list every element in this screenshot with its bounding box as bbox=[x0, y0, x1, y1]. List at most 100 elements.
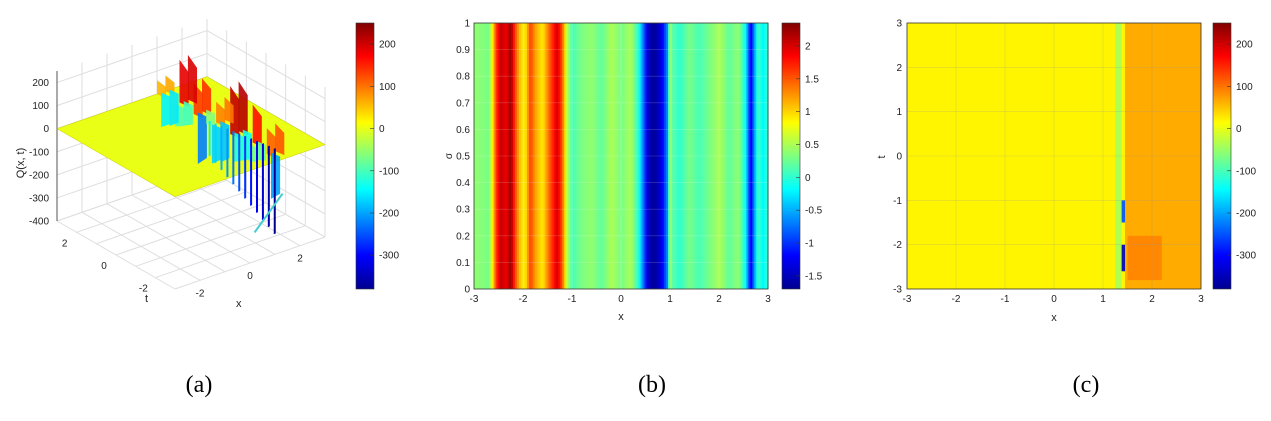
panel-c-x-axis-label: x bbox=[1051, 312, 1057, 324]
panel-a-surface-spike bbox=[187, 54, 198, 104]
panel-c-y-axis-label: t bbox=[876, 155, 888, 158]
panel-a-surface-spike bbox=[238, 81, 248, 136]
panel-a-surface-spike bbox=[275, 123, 285, 156]
panel-b-heatmap-column bbox=[607, 23, 610, 289]
panel-a-z-tick-label: -300 bbox=[29, 193, 49, 204]
panel-a-surface-trough bbox=[244, 135, 247, 199]
panel-a-z-tick-label: -200 bbox=[29, 170, 49, 181]
panel-b-heatmap-column bbox=[558, 23, 561, 289]
panel-b-heatmap-column bbox=[622, 23, 626, 289]
panel-b-heatmap-column bbox=[719, 23, 722, 289]
panel-a-surface-spike bbox=[165, 75, 175, 96]
panel-b-colorbar-tick-label: 1 bbox=[805, 107, 811, 118]
panel-b-heatmap-column bbox=[495, 23, 499, 289]
panel-b-heatmap-column bbox=[720, 23, 724, 289]
panel-b-heatmap-column bbox=[507, 23, 510, 289]
panel-b-heatmap-column bbox=[489, 23, 493, 289]
panel-b-heatmap-column bbox=[675, 23, 679, 289]
panel-c-x-tick-label: 0 bbox=[1051, 294, 1057, 305]
caption-a: (a) bbox=[185, 372, 213, 398]
panel-b-y-tick-label: 0.6 bbox=[456, 125, 470, 136]
panel-b-colorbar-tick-label: 2 bbox=[805, 41, 811, 52]
panel-b-heatmap-column bbox=[603, 23, 606, 289]
panel-a-surface-spike bbox=[183, 101, 193, 126]
panel-b-heatmap-column bbox=[740, 23, 744, 289]
panel-c-x-tick-label: -1 bbox=[1001, 294, 1010, 305]
panel-b-y-tick-label: 0.8 bbox=[456, 72, 470, 83]
panel-a-t-axis-label: t bbox=[145, 293, 148, 305]
panel-c-x-tick-label: 3 bbox=[1198, 294, 1204, 305]
panel-c-y-tick-label: 1 bbox=[896, 107, 902, 118]
panel-b-heatmap-column bbox=[613, 23, 616, 289]
panel-c-x-tick-label: 1 bbox=[1100, 294, 1106, 305]
panel-b-heatmap-column bbox=[693, 23, 697, 289]
panel-b-heatmap-column bbox=[660, 23, 663, 289]
panel-b-heatmap-column bbox=[732, 23, 736, 289]
panel-b-heatmap-column bbox=[474, 23, 477, 289]
panel-b-x-tick-label: -2 bbox=[519, 294, 528, 305]
panel-a-surface-trough bbox=[226, 128, 229, 178]
panel-c-y-tick-label: -1 bbox=[893, 196, 902, 207]
panel-b-heatmap-column bbox=[601, 23, 604, 289]
panel-a-surface-spike bbox=[197, 112, 207, 165]
panel-b-heatmap-column bbox=[499, 23, 503, 289]
panel-b-heatmap-column bbox=[624, 23, 628, 289]
panel-a-surface-trough bbox=[232, 130, 235, 185]
panel-b-colorbar: 2 1.5 1 0.5 0 -0.5 -1 -1.5 bbox=[781, 22, 823, 290]
panel-a-surface-spike bbox=[157, 80, 167, 99]
panel-a-z-tick-label: 200 bbox=[32, 78, 49, 89]
panel-b-heatmap-column bbox=[566, 23, 569, 289]
panel-a-z-tick-label: 0 bbox=[43, 124, 49, 135]
panel-a-colorbar-gradient bbox=[355, 22, 375, 290]
panel-a-surface-spike bbox=[252, 104, 262, 147]
panel-b-heatmap-column bbox=[509, 23, 512, 289]
panel-a-surface-trough bbox=[273, 148, 276, 235]
panel-b-heatmap-column bbox=[701, 23, 704, 289]
panel-c-x-tick-label: -3 bbox=[903, 294, 912, 305]
panel-b-heatmap-column bbox=[656, 23, 659, 289]
panel-b-heatmap-column bbox=[621, 23, 624, 289]
panel-a-surface-trough bbox=[238, 133, 241, 192]
panel-c-colorbar-tick-label: 200 bbox=[1236, 40, 1253, 51]
panel-b-x-tick-label: -1 bbox=[568, 294, 577, 305]
panel-c-heatmap-region bbox=[1121, 244, 1126, 272]
panel-c-tick-labels: -3 -2 -1 0 1 2 3 -3 -2 -1 0 1 2 3 bbox=[893, 19, 1204, 306]
panel-b-heatmap-column bbox=[505, 23, 508, 289]
panel-a-x-axis-label: x bbox=[236, 298, 242, 310]
panel-b-heatmap-column bbox=[523, 23, 526, 289]
panel-b-heatmap-column bbox=[750, 23, 753, 289]
panel-b-heatmap-column bbox=[703, 23, 706, 289]
panel-b-heatmap-column bbox=[519, 23, 522, 289]
panel-a-t-tick-label: -2 bbox=[139, 284, 148, 295]
panel-a-surface-trough bbox=[220, 125, 223, 171]
panel-b-heatmap-column bbox=[546, 23, 550, 289]
panel-a-colorbar-tick-label: 0 bbox=[379, 124, 385, 135]
panel-b-heatmap-column bbox=[513, 23, 516, 289]
panel-b-heatmap-column bbox=[550, 23, 553, 289]
panel-b-heatmap-column bbox=[726, 23, 730, 289]
panel-a-surface-trough bbox=[267, 145, 270, 228]
panel-b-heatmap-column bbox=[477, 23, 481, 289]
panel-b-heatmap-column bbox=[689, 23, 693, 289]
panel-b-heatmap-column bbox=[517, 23, 520, 289]
panel-c-colorbar-tick-label: -200 bbox=[1236, 209, 1256, 220]
panel-b-heatmap-column bbox=[619, 23, 622, 289]
panel-a-x-tick-label: 0 bbox=[247, 271, 253, 282]
panel-b-heatmap-column bbox=[654, 23, 657, 289]
panel-b-y-tick-label: 0.7 bbox=[456, 98, 470, 109]
panel-b-heatmap-column bbox=[483, 23, 487, 289]
panel-b-heatmap-column bbox=[634, 23, 638, 289]
panel-a-surface-spike bbox=[161, 92, 171, 127]
panel-b-heatmap-column bbox=[503, 23, 506, 289]
panel-b-heatmap-column bbox=[485, 23, 489, 289]
panel-b-heatmap-column bbox=[556, 23, 559, 289]
panel-b-colorbar-tick-label: -0.5 bbox=[805, 206, 823, 217]
panel-b-heatmap-column bbox=[570, 23, 573, 289]
panel-b-heatmap-column bbox=[589, 23, 593, 289]
panel-b-heatmap-column bbox=[491, 23, 495, 289]
panel-b-heatmap-column bbox=[605, 23, 608, 289]
panel-a-grid-line bbox=[76, 179, 227, 233]
panel-b-heatmap: -3 -2 -1 0 1 2 300.10.20.30.40.50.60.70.80.91 … bbox=[444, 19, 823, 324]
panel-b-x-tick-label: 3 bbox=[765, 294, 771, 305]
